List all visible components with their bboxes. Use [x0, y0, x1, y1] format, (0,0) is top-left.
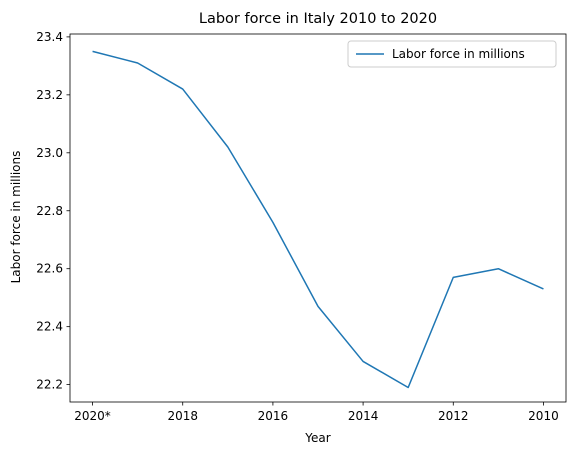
- data-point: [271, 221, 274, 224]
- x-tick-label: 2018: [167, 409, 198, 423]
- y-tick-label: 23.0: [36, 146, 63, 160]
- data-point: [91, 50, 94, 53]
- plot-area: 22.2 22.4 22.6 22.8 23.0 23.2 23.4 2020* 2018 201…: [36, 30, 567, 423]
- x-tick-label: 2020*: [74, 409, 111, 423]
- chart-title: Labor force in Italy 2010 to 2020: [199, 11, 437, 27]
- y-axis-title: Labor force in millions: [9, 151, 23, 284]
- data-point: [452, 276, 455, 279]
- x-tick-label: 2012: [438, 409, 469, 423]
- series-line-labor-force: [92, 50, 544, 389]
- y-tick-label: 22.4: [36, 320, 63, 334]
- y-tick-label: 22.2: [36, 378, 63, 392]
- data-point: [362, 360, 365, 363]
- data-point: [317, 305, 320, 308]
- legend-box: [347, 40, 557, 68]
- x-tick-label: 2010: [528, 409, 559, 423]
- data-point: [136, 61, 139, 64]
- data-point: [497, 267, 500, 270]
- data-point: [181, 88, 184, 91]
- x-axis-title: Year: [304, 431, 330, 445]
- legend: Labor force in millions: [347, 40, 557, 68]
- x-tick-label: 2016: [258, 409, 289, 423]
- data-point: [542, 287, 545, 290]
- y-tick-label: 22.6: [36, 262, 63, 276]
- legend-label: Labor force in millions: [392, 47, 525, 61]
- data-point: [407, 386, 410, 389]
- data-point: [226, 146, 229, 149]
- y-tick-label: 23.2: [36, 88, 63, 102]
- y-tick-label: 22.8: [36, 204, 63, 218]
- y-tick-label: 23.4: [36, 30, 63, 44]
- x-tick-label: 2014: [348, 409, 379, 423]
- plot-frame: [69, 33, 567, 403]
